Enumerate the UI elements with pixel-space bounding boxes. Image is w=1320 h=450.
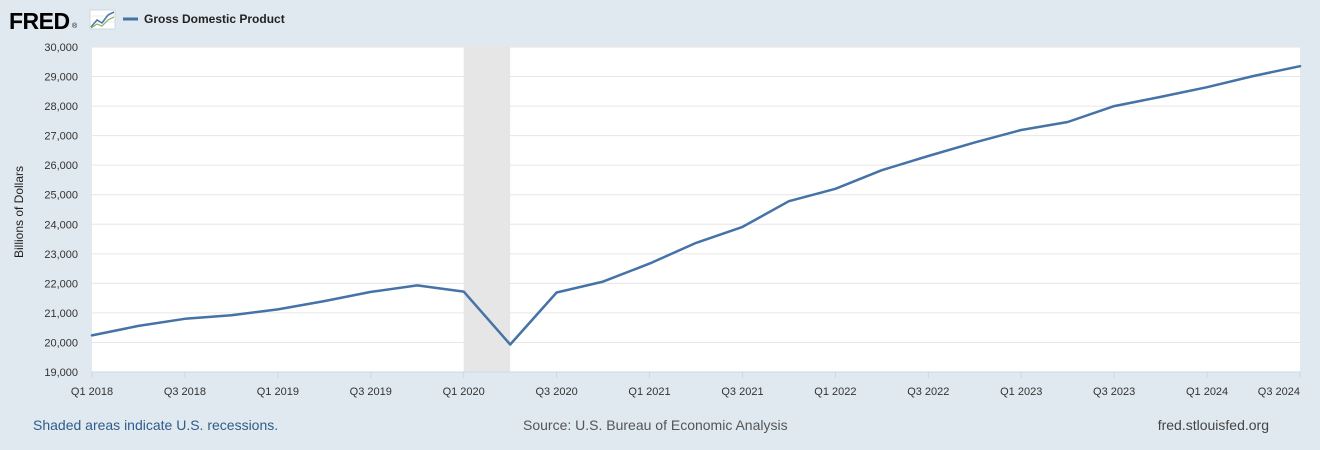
- x-tick-label: Q3 2023: [1093, 386, 1135, 398]
- x-tick-label: Q3 2018: [164, 386, 206, 398]
- legend-label: Gross Domestic Product: [144, 12, 285, 26]
- x-tick-label: Q1 2020: [443, 386, 485, 398]
- fred-logo[interactable]: FRED ®: [9, 8, 116, 34]
- y-tick-label: 26,000: [44, 160, 78, 172]
- x-tick-label: Q3 2021: [721, 386, 763, 398]
- legend[interactable]: Gross Domestic Product: [123, 12, 285, 26]
- y-axis: 19,000 20,000 21,000 22,000 23,000 24,000 25,0…: [44, 42, 78, 379]
- x-tick-label: Q3 2020: [536, 386, 578, 398]
- y-tick-label: 24,000: [44, 219, 78, 231]
- x-tick-label: Q1 2021: [628, 386, 670, 398]
- y-tick-label: 22,000: [44, 278, 78, 290]
- logo-registered-mark: ®: [72, 22, 78, 30]
- series-line-gdp: [90, 64, 1302, 346]
- x-tick-label: Q1 2024: [1186, 386, 1228, 398]
- x-tick-label: Q3 2019: [350, 386, 392, 398]
- plot-area: [92, 47, 1300, 372]
- recession-shade: [463, 47, 511, 372]
- x-tick-label: Q1 2018: [71, 386, 113, 398]
- source-text: Source: U.S. Bureau of Economic Analysis: [523, 417, 788, 433]
- series-layer: [90, 64, 1302, 346]
- site-url[interactable]: fred.stlouisfed.org: [1157, 417, 1269, 433]
- recession-layer: [463, 47, 511, 372]
- chart-line-icon: [89, 9, 116, 30]
- y-tick-label: 27,000: [44, 131, 78, 143]
- y-tick-label: 21,000: [44, 308, 78, 320]
- x-tick-label: Q3 2022: [907, 386, 949, 398]
- y-tick-label: 29,000: [44, 72, 78, 84]
- x-tick-label: Q1 2019: [257, 386, 299, 398]
- logo-text: FRED: [9, 8, 70, 34]
- y-axis-title: Billions of Dollars: [12, 166, 26, 258]
- chart-svg: FRED ® Gross Domestic Product Q1 2018 Q3 …: [9, 8, 1302, 398]
- x-tick-label: Q1 2023: [1000, 386, 1042, 398]
- y-tick-label: 25,000: [44, 190, 78, 202]
- grid-layer: [92, 46, 1300, 373]
- y-tick-label: 30,000: [44, 42, 78, 54]
- y-tick-label: 28,000: [44, 101, 78, 113]
- x-tick-label: Q3 2024: [1258, 386, 1300, 398]
- y-tick-label: 20,000: [44, 337, 78, 349]
- y-tick-label: 19,000: [44, 367, 78, 379]
- recession-note[interactable]: Shaded areas indicate U.S. recessions.: [33, 417, 279, 433]
- x-axis: Q1 2018 Q3 2018 Q1 2019 Q3 2019 Q1 2020 Q3 20…: [71, 371, 1301, 398]
- y-tick-label: 23,000: [44, 249, 78, 261]
- x-tick-label: Q1 2022: [814, 386, 856, 398]
